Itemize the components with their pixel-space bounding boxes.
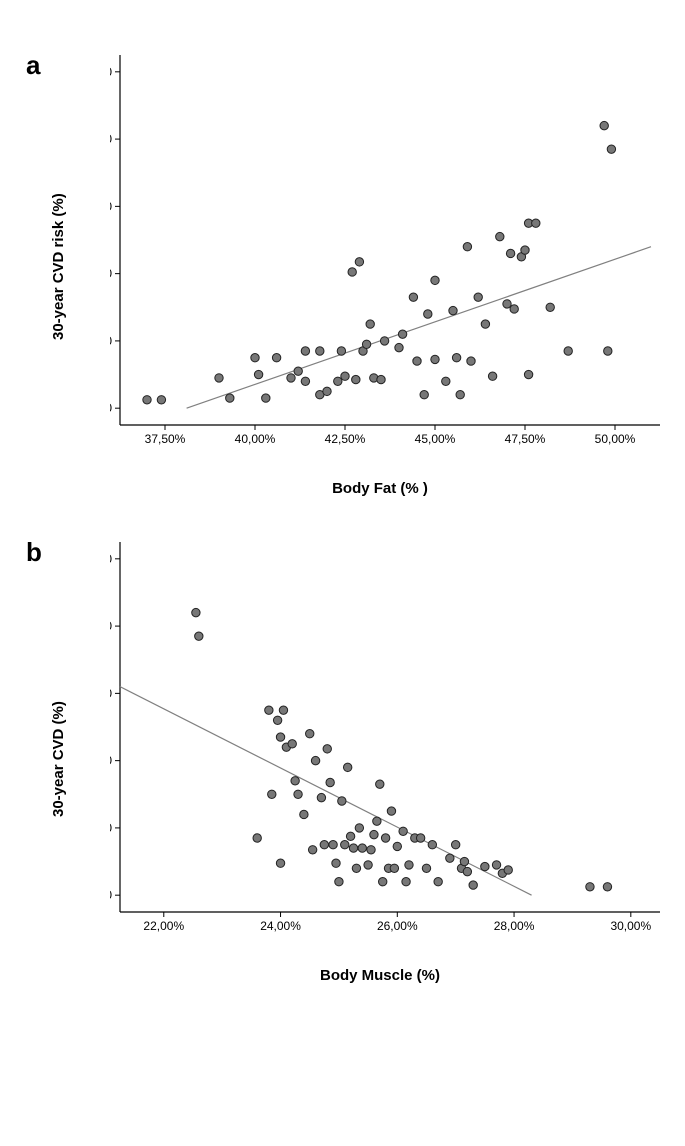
svg-text:20,00: 20,00 (110, 821, 112, 835)
panel-a-label: a (26, 50, 40, 81)
svg-text:40,00%: 40,00% (235, 432, 276, 446)
svg-text:,00: ,00 (110, 401, 112, 415)
svg-text:60,00: 60,00 (110, 686, 112, 700)
svg-text:40,00: 40,00 (110, 754, 112, 768)
svg-text:20,00: 20,00 (110, 334, 112, 348)
svg-text:47,50%: 47,50% (505, 432, 546, 446)
svg-text:,00: ,00 (110, 888, 112, 902)
svg-text:80,00: 80,00 (110, 619, 112, 633)
svg-text:80,00: 80,00 (110, 132, 112, 146)
panel-a-plot: ,00 20,00 40,00 60,00 80,00 100,00 37,50% 40,00… (110, 50, 665, 497)
panel-b-ylabel: 30-year CVD (%) (50, 701, 67, 817)
svg-text:42,50%: 42,50% (325, 432, 366, 446)
svg-text:40,00: 40,00 (110, 267, 112, 281)
panel-b-label: b (26, 537, 42, 568)
svg-text:50,00%: 50,00% (595, 432, 636, 446)
svg-text:22,00%: 22,00% (143, 919, 184, 933)
svg-text:100,00: 100,00 (110, 65, 112, 79)
panel-b: b 30-year CVD (%) ,00 20,00 40,00 60,00 80,0… (20, 537, 665, 984)
panel-a: a 30-year CVD risk (%) ,00 20,00 40,00 60,0… (20, 50, 665, 497)
panel-b-plot: ,00 20,00 40,00 60,00 80,00 100,00 22,00% 24,00… (110, 537, 665, 984)
svg-text:28,00%: 28,00% (494, 919, 535, 933)
svg-text:100,00: 100,00 (110, 552, 112, 566)
panel-a-xlabel: Body Fat (% ) (110, 480, 650, 497)
svg-text:60,00: 60,00 (110, 199, 112, 213)
svg-text:30,00%: 30,00% (610, 919, 651, 933)
panel-a-ylabel: 30-year CVD risk (%) (50, 193, 67, 340)
panel-b-xlabel: Body Muscle (%) (110, 967, 650, 984)
svg-text:26,00%: 26,00% (377, 919, 418, 933)
svg-text:45,00%: 45,00% (415, 432, 456, 446)
svg-text:24,00%: 24,00% (260, 919, 301, 933)
svg-text:37,50%: 37,50% (145, 432, 186, 446)
